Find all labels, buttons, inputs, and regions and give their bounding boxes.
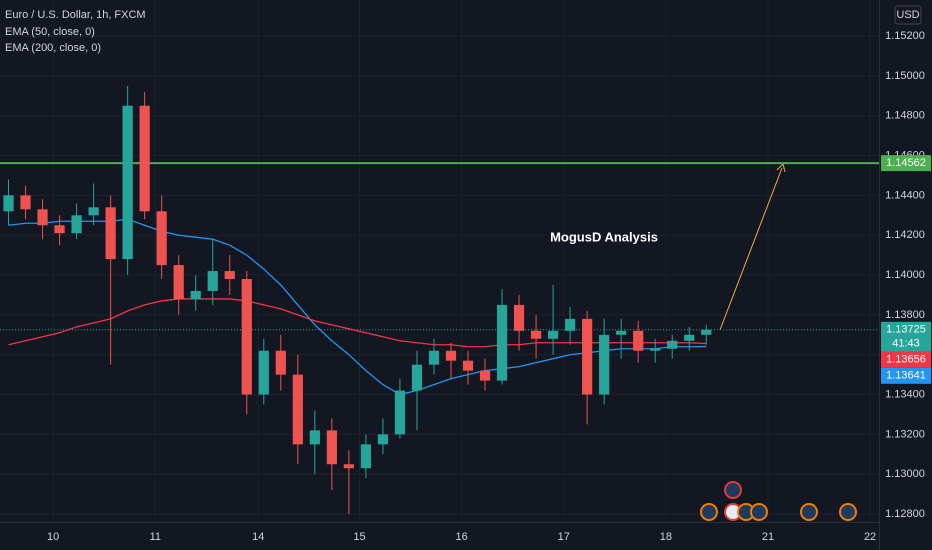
legend-ema50: EMA (50, close, 0): [5, 26, 95, 38]
candle-body: [190, 290, 201, 299]
candle-body: [650, 348, 661, 351]
candle-body: [428, 350, 440, 365]
last-price-label: 1.13725: [886, 324, 926, 336]
currency: USD: [896, 9, 919, 21]
countdown: 41:43: [892, 338, 920, 350]
candle-body: [479, 370, 491, 381]
candle-body: [360, 444, 372, 469]
candle-body: [54, 225, 65, 234]
candle-body: [224, 271, 235, 280]
candle-body: [71, 215, 82, 234]
candle-body: [394, 390, 406, 435]
candle-body: [582, 318, 593, 395]
x-tick-label: 11: [150, 531, 161, 543]
y-tick-label: 1.14400: [885, 189, 925, 201]
candle-body: [122, 105, 133, 260]
event-icon[interactable]: [724, 481, 742, 499]
candle-body: [565, 318, 576, 331]
candle-body: [3, 195, 14, 212]
x-tick-label: 21: [762, 531, 774, 543]
y-tick-label: 1.13800: [885, 309, 925, 321]
candle-body: [411, 364, 423, 391]
candle-body: [139, 105, 150, 212]
candle-body: [156, 211, 167, 266]
candle-body: [105, 207, 116, 260]
candle-body: [462, 360, 474, 371]
ema-label: 1.13656: [886, 354, 926, 366]
y-tick-label: 1.15000: [885, 70, 925, 82]
y-tick-label: 1.15200: [885, 30, 925, 42]
y-tick-label: 1.14800: [885, 110, 925, 122]
y-tick-label: 1.14000: [885, 269, 925, 281]
candle-body: [88, 207, 99, 216]
candle-body: [207, 271, 218, 291]
ema-label: 1.13641: [886, 370, 926, 382]
candle-body: [275, 350, 286, 375]
x-tick-label: 18: [660, 531, 672, 543]
annotation: MogusD Analysis: [550, 229, 658, 244]
y-tick-label: 1.13000: [885, 468, 925, 480]
candle-body: [173, 265, 184, 299]
arrow-line: [719, 167, 783, 331]
candle-body: [258, 350, 269, 395]
y-tick-label: 1.13200: [885, 428, 925, 440]
candle-body: [701, 329, 712, 335]
event-icon[interactable]: [839, 503, 857, 521]
candle-body: [599, 334, 610, 395]
candle-body: [343, 464, 354, 469]
candle-body: [377, 434, 389, 445]
x-tick-label: 17: [558, 531, 570, 543]
candle-body: [20, 195, 31, 210]
x-tick-label: 14: [252, 531, 264, 543]
candle-body: [445, 350, 457, 361]
ema-label-bg: [881, 367, 931, 384]
candle-body: [616, 330, 627, 335]
currency-box[interactable]: [894, 5, 922, 25]
candle-body: [309, 430, 320, 445]
event-icon[interactable]: [750, 503, 768, 521]
candle-body: [667, 340, 678, 349]
x-tick-label: 15: [353, 531, 365, 543]
candle-body: [326, 430, 337, 465]
candle-body: [633, 330, 644, 351]
level-label-bg: [881, 155, 931, 172]
x-tick-label: 10: [47, 531, 59, 543]
legend-ema200: EMA (200, close, 0): [5, 42, 101, 54]
event-icon[interactable]: [800, 503, 818, 521]
x-tick-label: 16: [455, 531, 467, 543]
y-tick-label: 1.14200: [885, 229, 925, 241]
candle-body: [530, 330, 542, 339]
event-icon[interactable]: [700, 503, 718, 521]
candle-body: [513, 304, 525, 331]
candle-body: [496, 304, 508, 381]
x-tick-label: 22: [864, 531, 876, 543]
y-tick-label: 1.13400: [885, 388, 925, 400]
candle-body: [241, 279, 252, 395]
last-price-bg: [881, 321, 931, 352]
ema-label-bg: [881, 351, 931, 368]
candle-body: [37, 209, 48, 226]
event-icons: [700, 481, 857, 521]
y-tick-label: 1.12800: [885, 508, 925, 520]
candle-body: [684, 334, 695, 341]
level-label: 1.14562: [886, 157, 926, 169]
candle-body: [547, 330, 559, 339]
candle-body: [292, 374, 303, 445]
chart-title: Euro / U.S. Dollar, 1h, FXCM: [5, 9, 146, 21]
